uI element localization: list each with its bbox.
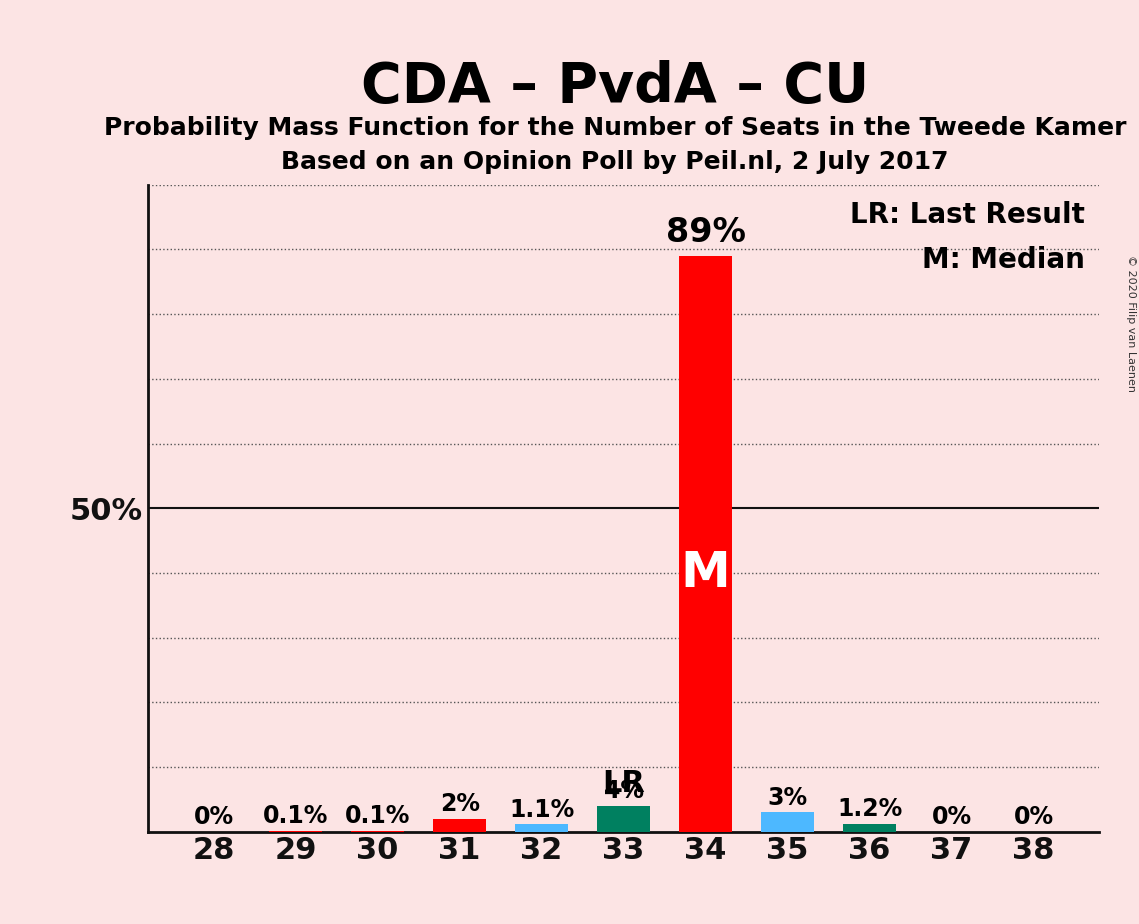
Text: M: M [681,549,730,597]
Text: 0%: 0% [1014,805,1054,829]
Text: 3%: 3% [768,785,808,809]
Bar [679,256,732,832]
Text: Based on an Opinion Poll by Peil.nl, 2 July 2017: Based on an Opinion Poll by Peil.nl, 2 J… [281,150,949,174]
Text: Probability Mass Function for the Number of Seats in the Tweede Kamer: Probability Mass Function for the Number… [104,116,1126,140]
Text: 89%: 89% [665,216,746,249]
Bar [433,819,486,832]
Bar [515,824,568,832]
Text: © 2020 Filip van Laenen: © 2020 Filip van Laenen [1126,255,1136,392]
Bar [761,812,814,832]
Text: 0.1%: 0.1% [263,805,328,829]
Bar [597,806,650,832]
Text: 2%: 2% [440,792,480,816]
Text: CDA – PvdA – CU: CDA – PvdA – CU [361,60,869,114]
Text: 0%: 0% [194,805,233,829]
Text: 0.1%: 0.1% [345,805,410,829]
Text: LR: Last Result: LR: Last Result [850,201,1084,229]
Text: LR: LR [603,769,645,798]
Text: 0%: 0% [932,805,972,829]
Text: M: Median: M: Median [921,246,1084,274]
Text: 4%: 4% [604,779,644,803]
Text: 1.1%: 1.1% [509,798,574,822]
Bar [843,824,896,832]
Text: 1.2%: 1.2% [837,797,902,821]
